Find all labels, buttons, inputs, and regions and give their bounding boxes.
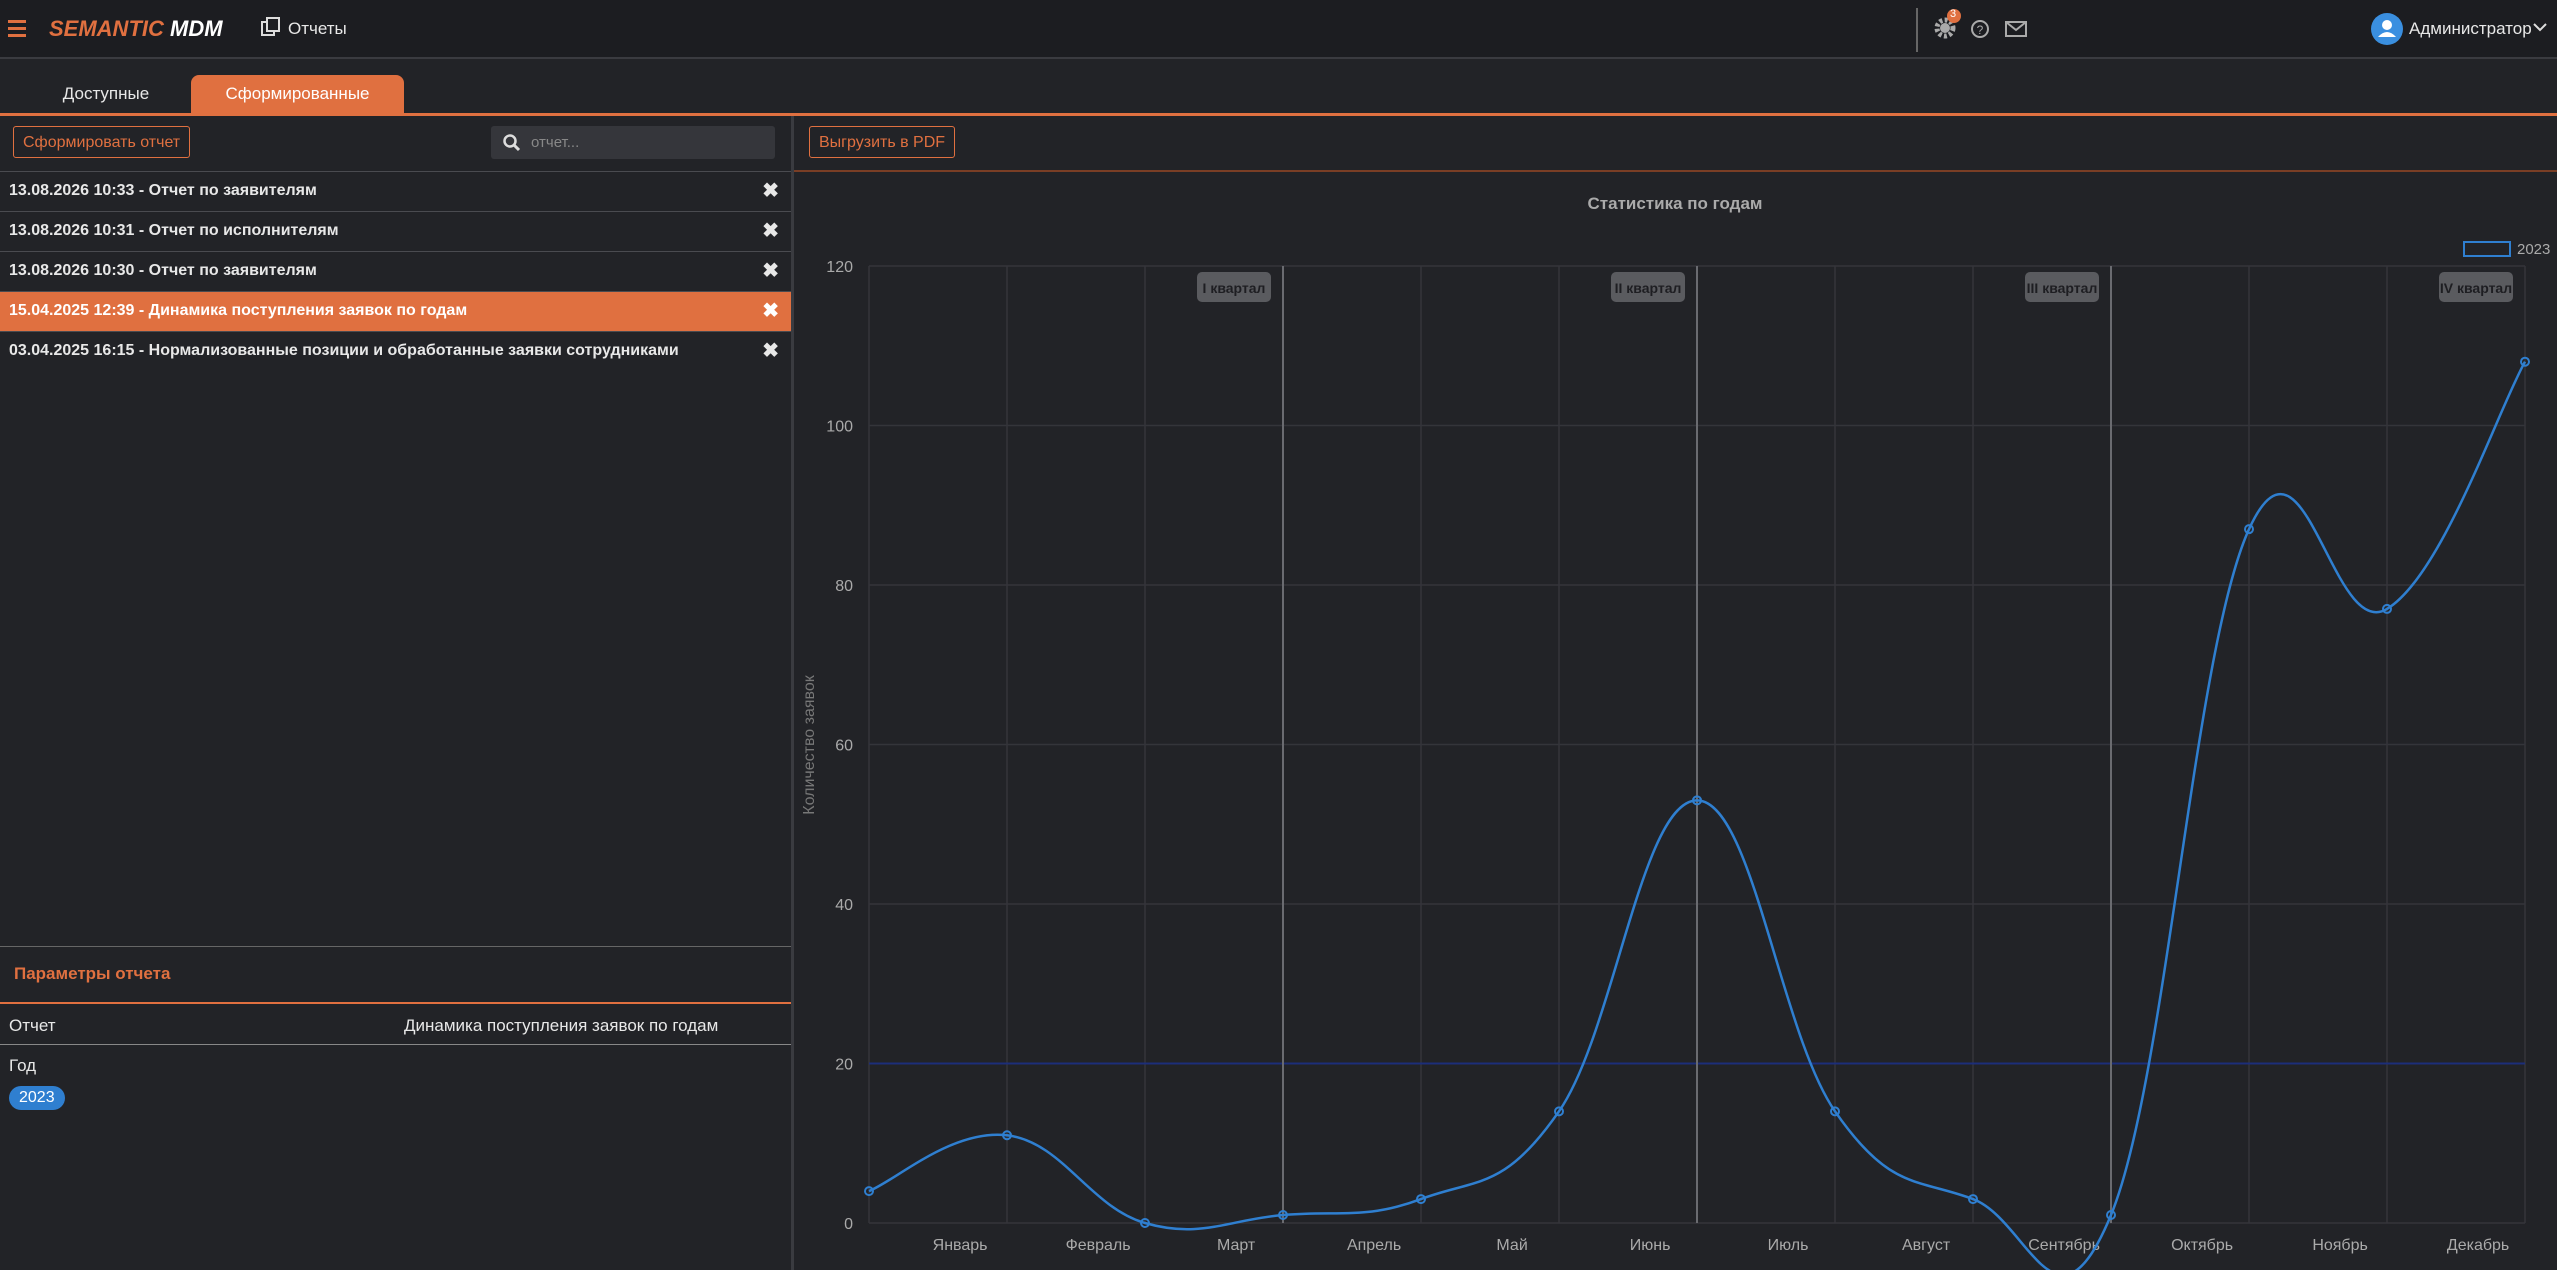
- point: [2244, 524, 2254, 535]
- avatar[interactable]: [2370, 12, 2404, 46]
- chevron[interactable]: [2533, 22, 2547, 32]
- point: [1140, 1218, 1150, 1228]
- x-tick-label: Сентябрь: [2028, 1237, 2100, 1254]
- annotation-label: I квартал: [1203, 280, 1266, 296]
- header-icons: ?: [1934, 9, 2027, 39]
- year-chip[interactable]: 2023: [9, 1086, 65, 1110]
- delete-icon[interactable]: ✖: [762, 260, 779, 282]
- report-title: 13.08.2026 10:30 - Отчет по заявителям: [9, 262, 317, 279]
- user-name[interactable]: Администратор: [2409, 19, 2532, 38]
- delete-icon[interactable]: ✖: [762, 340, 779, 362]
- report-item[interactable]: 13.08.2026 10:33 - Отчет по заявителям ✖: [0, 171, 791, 211]
- point: [1968, 1194, 1978, 1205]
- annotation-label: II квартал: [1615, 280, 1682, 296]
- y-tick-label: 80: [835, 578, 853, 595]
- legend-label: 2023: [2517, 241, 2550, 258]
- param-label: Год: [9, 1056, 37, 1075]
- report-item[interactable]: 03.04.2025 16:15 - Нормализованные позиц…: [0, 331, 791, 371]
- mail-icon[interactable]: [2005, 21, 2027, 37]
- divider: [794, 170, 2557, 172]
- annotation-box: [1611, 272, 1685, 302]
- y-tick-label: 120: [826, 259, 853, 276]
- point: [2520, 356, 2530, 367]
- y-tick-label: 100: [826, 419, 853, 436]
- point: [1554, 1106, 1564, 1117]
- x-tick-label: Февраль: [1066, 1237, 1131, 1254]
- annotation-box: [1197, 272, 1271, 302]
- divider: [0, 1044, 791, 1045]
- y-tick-label: 0: [844, 1216, 853, 1233]
- report-item[interactable]: 15.04.2025 12:39 - Динамика поступления …: [0, 291, 791, 331]
- point: [864, 1186, 874, 1197]
- point: [2382, 603, 2392, 614]
- badge: 3: [1950, 8, 1957, 20]
- x-tick-label: Июнь: [1630, 1237, 1671, 1254]
- point: [1416, 1194, 1426, 1205]
- report-item[interactable]: 13.08.2026 10:30 - Отчет по заявителям ✖: [0, 251, 791, 291]
- logo[interactable]: SEMANTIC MDM: [49, 16, 223, 42]
- gear-icon[interactable]: [1934, 17, 1956, 39]
- x-tick-label: Ноябрь: [2312, 1237, 2368, 1254]
- report-title: 15.04.2025 12:39 - Динамика поступления …: [9, 302, 468, 319]
- report-title: 03.04.2025 16:15 - Нормализованные позиц…: [9, 342, 679, 359]
- delete-icon[interactable]: ✖: [762, 220, 779, 242]
- point: [2106, 1210, 2116, 1221]
- y-tick-label: 60: [835, 738, 853, 755]
- tabs: Доступные Сформированные: [0, 58, 2557, 116]
- report-title: 13.08.2026 10:33 - Отчет по заявителям: [9, 182, 317, 199]
- series-line: [868, 361, 2527, 1270]
- search-placeholder: отчет...: [531, 134, 580, 151]
- splitter: [791, 116, 794, 1270]
- svg-text:?: ?: [1977, 23, 1984, 37]
- x-tick-label: Апрель: [1347, 1237, 1401, 1254]
- point: [1692, 795, 1702, 806]
- search-icon: [503, 134, 521, 152]
- search-box[interactable]: отчет...: [491, 126, 775, 159]
- delete-icon[interactable]: ✖: [762, 300, 779, 322]
- x-tick-label: Январь: [933, 1237, 988, 1254]
- legend-swatch: [2463, 241, 2511, 257]
- params-title: Параметры отчета: [14, 964, 171, 983]
- x-tick-label: Март: [1217, 1237, 1256, 1254]
- x-tick-label: Май: [1496, 1237, 1527, 1254]
- help-icon[interactable]: [1971, 20, 1989, 38]
- logo-part: SEMANTIC: [49, 16, 164, 41]
- annotation-box: [2439, 272, 2513, 302]
- chart: Статистика по годам Количество заявок 0 2…: [801, 194, 2550, 1270]
- divider: [0, 1002, 791, 1004]
- y-axis-label: Количество заявок: [801, 674, 818, 814]
- param-value: Динамика поступления заявок по годам: [404, 1016, 719, 1035]
- annotation-box: [2025, 272, 2099, 302]
- report-title: 13.08.2026 10:31 - Отчет по исполнителям: [9, 222, 339, 239]
- x-tick-label: Июль: [1768, 1237, 1809, 1254]
- menu-icon[interactable]: [8, 20, 28, 38]
- x-tick-label: Август: [1902, 1237, 1951, 1254]
- point: [1830, 1106, 1840, 1117]
- annotation-label: III квартал: [2027, 280, 2098, 296]
- y-tick-label: 40: [835, 897, 853, 914]
- tab[interactable]: Доступные: [62, 84, 150, 103]
- create-button[interactable]: Сформировать отчет: [13, 126, 191, 158]
- params-panel: Параметры отчета Отчет Динамика поступле…: [0, 946, 791, 1110]
- reports-icon: [261, 17, 280, 36]
- y-tick-label: 20: [835, 1057, 853, 1074]
- point: [1278, 1210, 1288, 1221]
- annotation-label: IV квартал: [2440, 280, 2512, 296]
- logo-part: MDM: [170, 16, 223, 41]
- chart-title: Статистика по годам: [1588, 194, 1763, 213]
- delete-icon[interactable]: ✖: [762, 180, 779, 202]
- report-item[interactable]: 13.08.2026 10:31 - Отчет по исполнителям…: [0, 211, 791, 251]
- param-label: Отчет: [9, 1016, 56, 1035]
- top-bar: SEMANTIC MDM Отчеты ? 3 Администратор: [0, 0, 2557, 59]
- export-button[interactable]: Выгрузить в PDF: [809, 126, 956, 158]
- x-tick-label: Октябрь: [2171, 1237, 2233, 1254]
- x-tick-label: Декабрь: [2447, 1237, 2509, 1254]
- section-link[interactable]: Отчеты: [288, 19, 347, 38]
- point: [1002, 1130, 1012, 1141]
- tab-active[interactable]: Сформированные: [191, 75, 404, 113]
- divider: [1916, 8, 1918, 52]
